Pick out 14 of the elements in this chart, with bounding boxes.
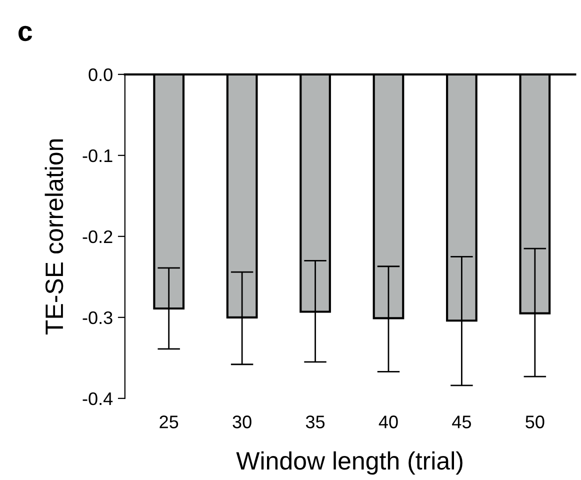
y-axis-title: TE-SE correlation	[44, 139, 64, 334]
x-tick-label: 30	[232, 416, 252, 428]
x-tick-label: 35	[306, 416, 325, 428]
text: c	[18, 26, 32, 42]
x-tick-label: 50	[526, 416, 544, 428]
y-tick-label: -0.4	[82, 392, 113, 406]
x-tick-label: 25	[160, 416, 178, 428]
y-tick-label: 0.0	[88, 68, 112, 82]
y-tick-label: -0.1	[82, 149, 112, 162]
x-axis-title: Window length (trial)	[236, 451, 462, 475]
x-tick-label: 45	[452, 416, 471, 428]
x-tick-label: 40	[378, 416, 398, 428]
y-tick-label: -0.2	[82, 230, 112, 244]
y-tick-label: -0.3	[82, 311, 112, 324]
